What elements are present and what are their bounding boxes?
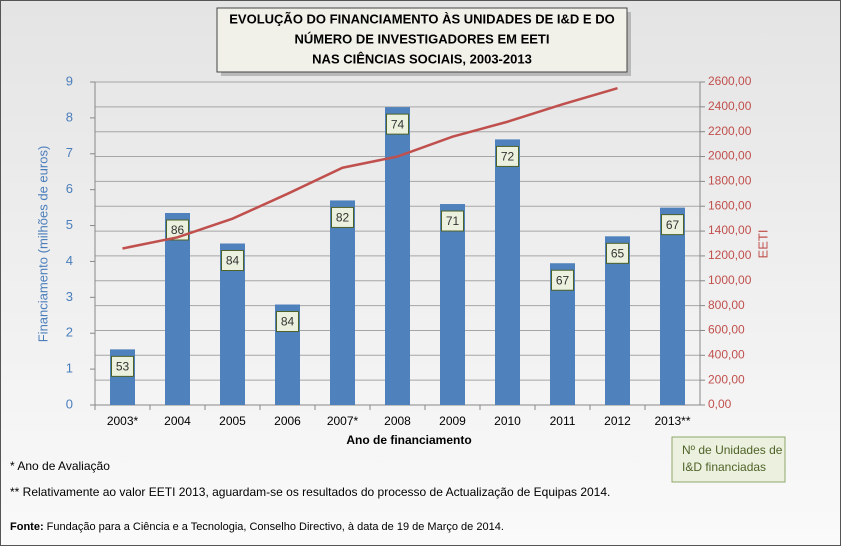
y2-tick-label: 2200,00 bbox=[708, 124, 752, 138]
x-tick-label: 2005 bbox=[219, 414, 246, 428]
unit-label: 67 bbox=[666, 218, 680, 232]
units-legend: I&D financiadas bbox=[682, 460, 766, 474]
y-tick-label: 8 bbox=[66, 109, 73, 124]
x-tick-label: 2008 bbox=[384, 414, 411, 428]
bar bbox=[660, 207, 685, 405]
y-tick-label: 4 bbox=[66, 253, 73, 268]
y2-tick-label: 2600,00 bbox=[708, 74, 752, 88]
unit-label: 72 bbox=[501, 150, 515, 164]
x-tick-label: 2013** bbox=[654, 414, 690, 428]
y2-tick-label: 200,00 bbox=[708, 372, 745, 386]
unit-label-box bbox=[441, 210, 464, 232]
y-tick-label: 9 bbox=[66, 73, 73, 88]
chart-title: EVOLUÇÃO DO FINANCIAMENTO ÀS UNIDADES DE… bbox=[229, 11, 614, 26]
unit-label: 53 bbox=[116, 360, 130, 374]
x-tick-label: 2011 bbox=[550, 414, 576, 428]
x-axis-label: Ano de financiamento bbox=[346, 433, 471, 447]
y2-tick-label: 2000,00 bbox=[708, 149, 752, 163]
unit-label: 84 bbox=[281, 315, 295, 329]
source: Fonte: Fundação para a Ciência e a Tecno… bbox=[10, 521, 504, 533]
y2-tick-label: 1400,00 bbox=[708, 223, 752, 237]
y2-tick-label: 1800,00 bbox=[708, 174, 752, 188]
y-tick-label: 5 bbox=[66, 217, 73, 232]
source-label: Fonte: bbox=[10, 521, 44, 533]
x-tick-label: 2009 bbox=[439, 414, 466, 428]
chart-title: NAS CIÊNCIAS SOCIAIS, 2003-2013 bbox=[312, 51, 532, 66]
bar bbox=[165, 212, 190, 405]
title-box bbox=[216, 7, 628, 73]
y2-tick-label: 1000,00 bbox=[708, 273, 752, 287]
unit-label-box bbox=[331, 206, 354, 228]
unit-label-box bbox=[661, 214, 684, 236]
y-tick-label: 6 bbox=[66, 181, 73, 196]
y2-tick-label: 1600,00 bbox=[708, 198, 752, 212]
unit-label: 82 bbox=[336, 211, 350, 225]
y2-tick-label: 0,00 bbox=[708, 397, 732, 411]
y2-tick-label: 600,00 bbox=[708, 323, 745, 337]
x-tick-label: 2004 bbox=[164, 414, 191, 428]
y-tick-label: 7 bbox=[66, 145, 73, 160]
unit-label: 86 bbox=[171, 223, 185, 237]
y2-tick-label: 800,00 bbox=[708, 298, 745, 312]
x-tick-label: 2010 bbox=[494, 414, 521, 428]
unit-label: 74 bbox=[391, 117, 405, 131]
unit-label-box bbox=[551, 269, 574, 291]
bar bbox=[605, 236, 630, 405]
x-tick-label: 2012 bbox=[604, 414, 631, 428]
units-legend-box bbox=[671, 436, 786, 483]
bar bbox=[440, 204, 465, 405]
y-axis-label: Financiamento (milhões de euros) bbox=[35, 146, 50, 343]
bar bbox=[495, 139, 520, 405]
y-tick-label: 2 bbox=[66, 325, 73, 340]
line bbox=[122, 87, 618, 250]
unit-label: 67 bbox=[556, 273, 570, 287]
bar bbox=[330, 200, 355, 405]
units-legend: Nº de Unidades de bbox=[682, 443, 783, 457]
x-tick-label: 2006 bbox=[274, 414, 301, 428]
chart-title: NÚMERO DE INVESTIGADORES EM EETI bbox=[295, 31, 550, 46]
note: * Ano de Avaliação bbox=[10, 459, 110, 473]
unit-label-box bbox=[496, 145, 519, 167]
unit-label-box bbox=[221, 250, 244, 271]
x-tick-label: 2007* bbox=[327, 414, 359, 428]
y2-tick-label: 2400,00 bbox=[708, 99, 752, 113]
y-tick-label: 0 bbox=[66, 396, 73, 411]
x-tick-label: 2003* bbox=[107, 414, 139, 428]
source-text: Fundação para a Ciência e a Tecnologia, … bbox=[44, 521, 504, 533]
note: ** Relativamente ao valor EETI 2013, agu… bbox=[10, 485, 610, 499]
unit-label: 84 bbox=[226, 254, 240, 268]
unit-label-box bbox=[386, 113, 409, 135]
bar bbox=[385, 107, 410, 405]
y2-tick-label: 1200,00 bbox=[708, 248, 752, 262]
unit-label: 65 bbox=[611, 246, 625, 260]
y2-axis-label: EETI bbox=[755, 230, 770, 259]
unit-label: 71 bbox=[446, 214, 460, 228]
unit-label-box bbox=[606, 242, 629, 264]
unit-label-box bbox=[111, 355, 134, 377]
y-tick-label: 3 bbox=[66, 289, 73, 304]
y-tick-label: 1 bbox=[66, 361, 73, 376]
unit-label-box bbox=[276, 311, 299, 333]
y2-tick-label: 400,00 bbox=[708, 347, 745, 361]
